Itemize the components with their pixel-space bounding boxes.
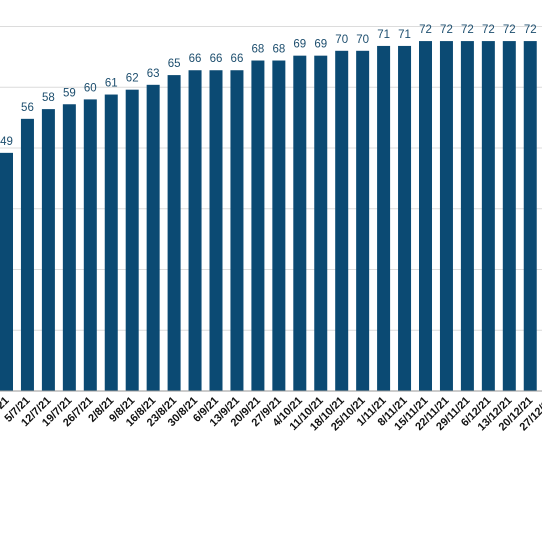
- bar-value-label: 66: [210, 53, 223, 65]
- bar: [209, 70, 223, 392]
- bar: [419, 41, 432, 392]
- bar-value-label: 72: [461, 24, 474, 36]
- bar-value-label: 49: [0, 136, 13, 148]
- bar-value-label: 63: [147, 68, 160, 80]
- bar: [41, 109, 55, 392]
- bar-value-label: 72: [419, 24, 432, 36]
- bar-value-label: 69: [293, 39, 306, 51]
- bar: [460, 41, 474, 392]
- bar-value-label: 72: [503, 24, 516, 36]
- bar: [502, 41, 516, 392]
- bar-value-label: 60: [84, 82, 97, 94]
- bar-value-label: 66: [231, 53, 244, 65]
- bar: [377, 45, 391, 391]
- bar-value-label: 58: [42, 92, 55, 104]
- bar: [188, 70, 202, 392]
- bar-value-label: 71: [398, 29, 411, 41]
- bar: [167, 75, 181, 391]
- bar-value-label: 72: [524, 24, 537, 36]
- bar: [104, 94, 118, 391]
- bar: [314, 55, 328, 391]
- bar-value-label: 62: [126, 73, 139, 85]
- bar-value-label: 56: [21, 102, 34, 114]
- bar: [230, 70, 244, 392]
- bar-value-label: 72: [482, 24, 495, 36]
- bar-value-label: 65: [168, 58, 181, 70]
- bar: [146, 84, 160, 391]
- bars: [0, 41, 537, 392]
- bar: [481, 41, 495, 392]
- bar-value-label: 69: [314, 39, 327, 51]
- bar-value-label: 70: [335, 34, 348, 46]
- bar: [83, 99, 97, 392]
- bar: [398, 45, 412, 391]
- bar: [251, 60, 265, 392]
- bar-value-label: 72: [440, 24, 453, 36]
- bar: [439, 41, 453, 392]
- bar: [62, 104, 76, 391]
- bar-value-label: 66: [189, 53, 202, 65]
- bar-value-label: 59: [63, 87, 76, 99]
- bar-value-label: 68: [272, 44, 285, 56]
- bar: [356, 50, 370, 392]
- bar-value-label: 71: [377, 29, 390, 41]
- bar: [0, 152, 13, 391]
- bar: [125, 89, 139, 392]
- bar: [293, 55, 307, 391]
- bar: [523, 41, 537, 392]
- value-labels: 49 56 58 59 60 61 62 63 65 66 66 66 68 68 69 69 70 70 71 71…: [0, 24, 537, 148]
- bar: [272, 60, 286, 392]
- bar-value-label: 68: [252, 44, 265, 56]
- bar-value-label: 70: [356, 34, 369, 46]
- bar-value-label: 61: [105, 78, 118, 90]
- bar: [335, 50, 349, 392]
- bar: [20, 118, 34, 391]
- x-tick-labels: 28/6/215/7/2112/7/2119/7/2126/7/212/8/21…: [0, 395, 542, 434]
- gridlines: [0, 26, 542, 331]
